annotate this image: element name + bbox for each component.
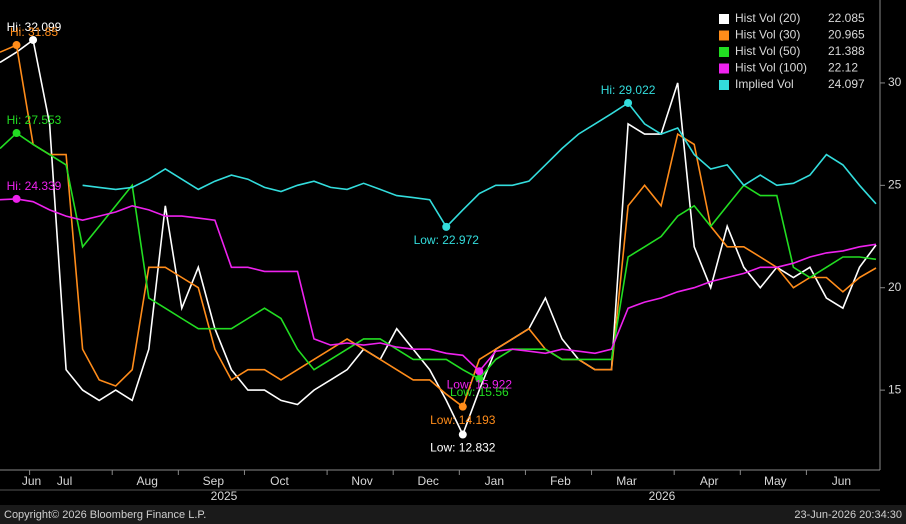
annotation-label: Hi: 32.099: [7, 20, 62, 34]
x-tick-label: Aug: [137, 474, 158, 488]
annotation-marker: [442, 222, 451, 231]
legend: Hist Vol (20) 22.085 Hist Vol (30) 20.965 Hi…: [712, 6, 876, 96]
annotation-marker: [458, 430, 467, 439]
x-tick-label: Jun: [22, 474, 41, 488]
annotation-marker: [458, 402, 467, 411]
y-tick-label: 25: [888, 178, 902, 192]
x-tick-label: Jan: [485, 474, 504, 488]
annotation-label: Hi: 29.022: [601, 83, 656, 97]
footer-bar: [0, 505, 906, 524]
x-tick-label: Oct: [270, 474, 289, 488]
series-line: [0, 38, 877, 437]
x-tick-label: Jul: [57, 474, 72, 488]
legend-swatch: [719, 63, 729, 74]
legend-label: Implied Vol: [735, 77, 794, 91]
legend-label: Hist Vol (30): [735, 28, 800, 42]
x-tick-label: Sep: [203, 474, 225, 488]
x-tick-label: Mar: [616, 474, 637, 488]
annotation-marker: [475, 374, 484, 383]
series-line: [82, 101, 877, 229]
annotation-label: Hi: 27.553: [7, 113, 62, 127]
legend-value: 21.388: [828, 44, 865, 58]
legend-swatch: [719, 30, 729, 41]
x-tick-label: Feb: [550, 474, 571, 488]
annotation-marker: [624, 98, 633, 107]
legend-box: [712, 6, 876, 96]
copyright: Copyright© 2026 Bloomberg Finance L.P.: [4, 509, 206, 521]
timestamp: 23-Jun-2026 20:34:30: [794, 509, 902, 521]
annotation-marker: [475, 367, 484, 376]
annotation-marker: [12, 41, 21, 50]
annotation-marker: [12, 129, 21, 138]
legend-swatch: [719, 47, 729, 57]
x-tick-label: Nov: [351, 474, 372, 488]
legend-value: 20.965: [828, 28, 865, 42]
legend-label: Hist Vol (20): [735, 11, 800, 25]
y-tick-label: 30: [888, 75, 902, 89]
y-tick-label: 15: [888, 382, 902, 396]
legend-swatch: [719, 80, 729, 90]
legend-value: 22.085: [828, 11, 865, 25]
x-tick-label: Jun: [832, 474, 851, 488]
legend-swatch: [719, 14, 729, 24]
x-tick-label: Apr: [700, 474, 719, 488]
legend-value: 24.097: [828, 77, 865, 91]
annotation-label: Low: 15.922: [447, 377, 513, 391]
annotation-label: Low: 22.972: [414, 233, 480, 247]
annotation-label: Hi: 31.85: [10, 25, 58, 39]
year-label: 2025: [211, 489, 238, 503]
legend-value: 22.12: [828, 61, 858, 75]
annotation-label: Low: 14.193: [430, 413, 496, 427]
annotation-label: Low: 15.56: [450, 385, 509, 399]
annotation-label: Low: 12.832: [430, 441, 496, 455]
series-line: [0, 198, 877, 373]
legend-label: Hist Vol (100): [735, 61, 807, 75]
x-tick-label: May: [764, 474, 787, 488]
annotation-label: Hi: 24.339: [7, 179, 62, 193]
legend-label: Hist Vol (50): [735, 44, 800, 58]
annotation-marker: [12, 194, 21, 203]
series-line: [0, 132, 877, 380]
y-tick-label: 20: [888, 280, 902, 294]
series-line: [0, 43, 877, 409]
year-label: 2026: [649, 489, 676, 503]
annotation-marker: [29, 35, 38, 44]
x-tick-label: Dec: [418, 474, 439, 488]
